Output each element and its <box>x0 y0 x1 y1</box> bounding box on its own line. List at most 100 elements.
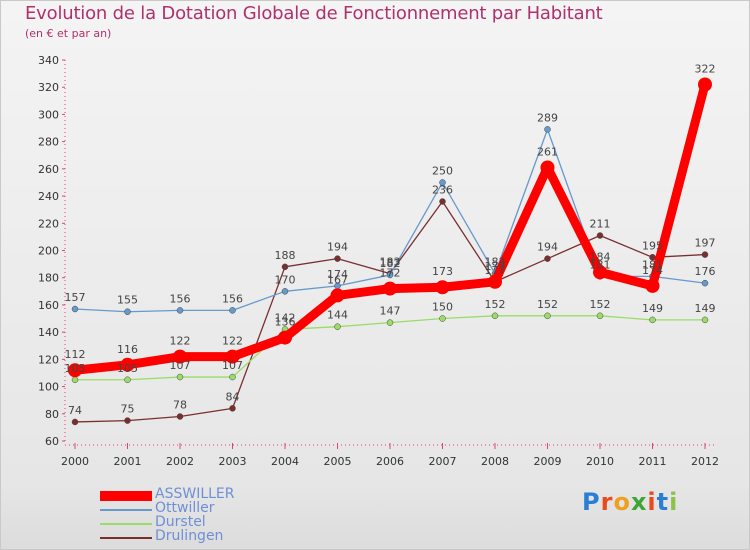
data-label-durstel: 105 <box>65 362 86 375</box>
data-point-drulingen <box>281 263 289 271</box>
data-label-asswiller: 122 <box>170 335 191 348</box>
data-label-durstel: 152 <box>537 298 558 311</box>
data-point-ottwiller <box>281 288 289 295</box>
data-point-asswiller <box>278 330 292 345</box>
series-asswiller <box>68 77 712 378</box>
x-tick-label: 2000 <box>61 455 89 468</box>
data-label-asswiller: 136 <box>275 316 296 329</box>
data-point-ottwiller <box>386 271 394 279</box>
data-label-ottwiller: 289 <box>537 111 558 124</box>
logo-letter: P <box>582 488 601 516</box>
y-tick-label: 80 <box>45 408 59 421</box>
data-label-ottwiller: 170 <box>275 273 296 286</box>
x-tick-label: 2003 <box>219 455 247 468</box>
y-tick-label: 320 <box>38 81 59 94</box>
data-label-durstel: 142 <box>275 311 296 324</box>
data-point-asswiller <box>68 363 82 378</box>
x-tick-label: 2011 <box>639 455 667 468</box>
data-point-asswiller <box>173 349 187 364</box>
data-point-durstel <box>386 319 394 326</box>
data-point-drulingen <box>596 232 604 239</box>
data-point-durstel <box>649 316 656 324</box>
data-point-asswiller <box>120 357 135 372</box>
data-label-ottwiller: 174 <box>327 268 348 281</box>
x-tick-label: 2012 <box>691 455 719 468</box>
data-label-drulingen: 78 <box>173 399 187 412</box>
legend-swatch-drulingen <box>100 537 152 539</box>
data-point-durstel <box>176 373 184 381</box>
data-label-drulingen: 195 <box>642 239 663 252</box>
data-point-ottwiller <box>701 279 709 287</box>
y-tick-label: 180 <box>38 272 59 285</box>
data-label-drulingen: 75 <box>121 403 135 416</box>
logo-letter: t <box>656 488 670 516</box>
data-label-drulingen: 211 <box>590 218 611 231</box>
y-tick-label: 60 <box>45 435 59 448</box>
data-point-ottwiller <box>71 305 79 313</box>
legend-swatch-durstel <box>100 523 152 525</box>
data-label-asswiller: 172 <box>380 267 401 280</box>
data-point-drulingen <box>124 417 131 424</box>
data-point-drulingen <box>544 255 551 262</box>
data-label-durstel: 152 <box>590 298 611 311</box>
data-point-ottwiller <box>176 307 184 314</box>
y-tick-label: 220 <box>38 217 59 230</box>
data-point-ottwiller <box>124 308 131 315</box>
data-point-drulingen <box>176 413 184 420</box>
data-point-drulingen <box>71 418 79 426</box>
x-tick-label: 2010 <box>586 455 614 468</box>
data-point-asswiller <box>488 274 502 289</box>
data-label-asswiller: 184 <box>590 250 611 263</box>
data-label-asswiller: 112 <box>65 348 86 361</box>
data-label-durstel: 105 <box>117 362 138 375</box>
x-tick-label: 2008 <box>481 455 509 468</box>
data-label-durstel: 144 <box>327 309 348 322</box>
data-label-drulingen: 177 <box>485 264 506 277</box>
data-label-durstel: 147 <box>380 305 401 318</box>
data-label-ottwiller: 181 <box>590 258 611 271</box>
y-tick-label: 280 <box>38 136 59 149</box>
x-tick-label: 2001 <box>114 455 142 468</box>
data-label-durstel: 107 <box>170 359 191 372</box>
legend-swatch-asswiller <box>100 491 152 501</box>
legend-label-asswiller: ASSWILLER <box>155 486 235 502</box>
data-label-drulingen: 194 <box>327 241 348 254</box>
data-point-ottwiller <box>544 126 551 133</box>
data-label-asswiller: 167 <box>327 273 348 286</box>
data-label-asswiller: 173 <box>432 265 453 278</box>
y-tick-label: 140 <box>38 326 59 339</box>
data-point-asswiller <box>698 77 712 92</box>
data-label-ottwiller: 157 <box>65 291 86 304</box>
legend-label-ottwiller: Ottwiller <box>155 500 215 516</box>
data-label-asswiller: 116 <box>117 343 138 356</box>
data-label-ottwiller: 156 <box>170 292 191 305</box>
data-point-asswiller <box>645 278 660 293</box>
data-label-durstel: 149 <box>642 302 663 315</box>
data-label-asswiller: 177 <box>485 260 506 273</box>
y-tick-label: 300 <box>38 108 59 121</box>
data-label-drulingen: 84 <box>226 390 240 403</box>
legend-swatch-ottwiller <box>100 509 152 511</box>
y-tick-label: 260 <box>38 163 59 176</box>
data-point-asswiller <box>540 160 555 175</box>
x-tick-label: 2006 <box>376 455 404 468</box>
logo-letter: o <box>613 488 631 516</box>
data-point-durstel <box>701 316 709 324</box>
data-label-durstel: 107 <box>222 359 243 372</box>
data-label-ottwiller: 250 <box>432 164 453 177</box>
data-label-asswiller: 261 <box>537 145 558 158</box>
data-label-drulingen: 197 <box>695 237 716 250</box>
x-tick-label: 2004 <box>271 455 299 468</box>
data-label-ottwiller: 183 <box>485 256 506 269</box>
legend-label-drulingen: Drulingen <box>155 528 224 544</box>
data-point-drulingen <box>229 405 236 412</box>
data-label-asswiller: 122 <box>222 335 243 348</box>
data-label-ottwiller: 156 <box>222 292 243 305</box>
data-label-durstel: 150 <box>432 301 453 314</box>
proxiti-logo: Proxiti <box>582 488 678 516</box>
logo-letter: r <box>600 488 614 516</box>
data-point-asswiller <box>593 265 607 280</box>
data-point-durstel <box>596 312 604 320</box>
y-tick-label: 200 <box>38 245 59 258</box>
data-point-durstel <box>439 315 446 322</box>
